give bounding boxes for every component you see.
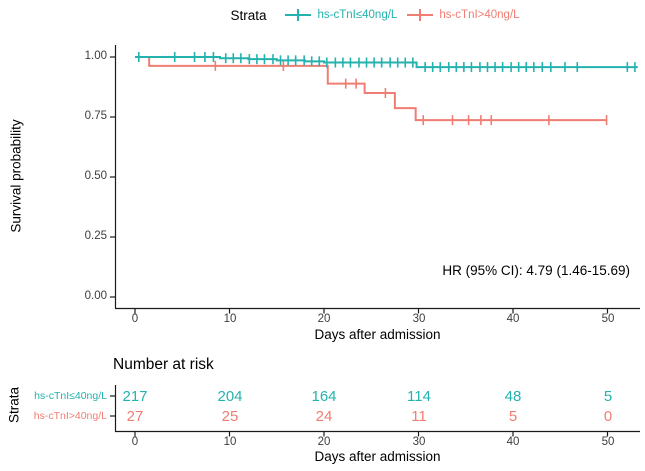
y-axis-title: Survival probability [8,119,24,233]
y-tick-0.50: 0.50 [84,170,107,182]
y-tick-0.75: 0.75 [84,110,107,122]
x-tick-20: 20 [317,313,331,325]
risk-x-tick-10: 10 [223,436,237,448]
x-tick-50: 50 [601,313,615,325]
legend-key-cross-icon [285,8,312,22]
risk-x-tick-20: 20 [317,436,331,448]
risk-x-axis-title: Days after admission [314,449,441,464]
x-tick-30: 30 [412,313,426,325]
risk-table-title: Number at risk [113,356,214,373]
risk-count-low-40: 48 [504,388,522,405]
risk-strata-axis-title: Strata [6,386,22,424]
risk-count-high-30: 11 [411,408,427,425]
risk-x-tick-50: 50 [601,436,615,448]
y-tick-0.00: 0.00 [84,290,107,302]
risk-row-label-high: hs-cTnI>40ng/L [33,410,107,422]
risk-count-low-20: 164 [311,388,337,405]
risk-x-tick-40: 40 [506,436,520,448]
x-tick-0: 0 [131,313,139,325]
legend-label-low: hs-cTnI≤40ng/L [317,9,398,21]
risk-count-low-30: 114 [407,388,431,405]
risk-count-high-20: 24 [315,408,333,425]
risk-count-high-40: 5 [508,408,518,425]
x-tick-40: 40 [506,313,520,325]
x-tick-10: 10 [223,313,237,325]
risk-count-high-0: 27 [126,408,144,425]
y-tick-1.00: 1.00 [84,50,107,62]
risk-x-tick-0: 0 [131,436,139,448]
legend-title: Strata [230,7,267,23]
x-axis-title: Days after admission [314,327,441,342]
hr-annotation: HR (95% CI): 4.79 (1.46-15.69) [442,263,630,278]
y-tick-0.25: 0.25 [84,230,107,242]
legend-item-high: hs-cTnI>40ng/L [407,8,520,22]
legend-label-high: hs-cTnI>40ng/L [439,9,520,21]
risk-count-high-10: 25 [221,408,239,425]
risk-row-label-low: hs-cTnI≤40ng/L [34,390,107,402]
legend-item-low: hs-cTnI≤40ng/L [285,8,397,22]
risk-x-tick-30: 30 [412,436,426,448]
risk-count-low-10: 204 [217,388,243,405]
risk-count-low-0: 217 [122,388,148,405]
risk-count-low-50: 5 [603,388,613,405]
legend: Strata hs-cTnI≤40ng/L hs-cTnI>40ng/L [110,3,640,27]
risk-count-high-50: 0 [603,408,613,425]
legend-key-cross-icon [407,8,434,22]
